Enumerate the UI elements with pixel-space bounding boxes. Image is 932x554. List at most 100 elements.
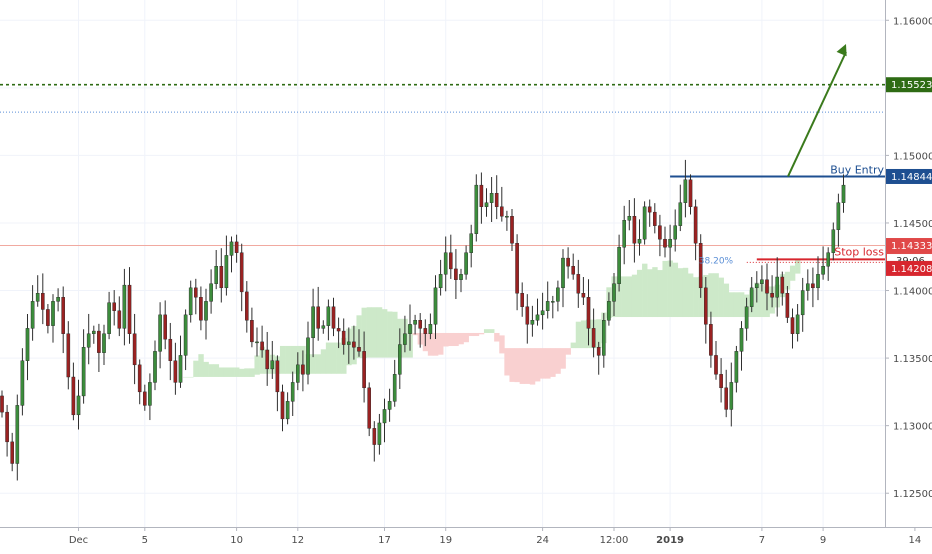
price-tick-label: 1.12500 [893, 489, 932, 500]
candle-body [414, 320, 417, 324]
candle-body [87, 334, 90, 348]
candle-body [628, 216, 631, 220]
candle-body [276, 361, 279, 392]
stop-loss-price-tag: 1.14208 [886, 261, 932, 276]
candle-body [582, 293, 585, 297]
target-price-tag: 1.15523 [886, 77, 932, 92]
cloud-segment [183, 377, 188, 378]
candle-body [266, 350, 269, 369]
candle-body [480, 185, 483, 207]
candle-body [255, 342, 258, 343]
cloud-segment [581, 320, 586, 348]
candle-body [393, 374, 396, 401]
candle-body [296, 365, 299, 383]
candle-body [138, 365, 141, 392]
time-tick-label: 9 [820, 535, 826, 546]
candle-body [82, 347, 85, 396]
candle-body [465, 253, 468, 275]
cloud-segment [627, 276, 632, 317]
candle-body [317, 307, 320, 329]
candle-body [714, 355, 717, 374]
candle-body [679, 203, 682, 226]
candle-body [281, 392, 284, 419]
candle-body [113, 303, 116, 311]
candle-body [225, 255, 228, 287]
cloud-segment [316, 354, 321, 374]
candle-body [612, 284, 615, 302]
candle-body [312, 307, 315, 338]
candle-body [368, 388, 371, 429]
cloud-segment [193, 361, 198, 377]
candle-body [704, 288, 707, 324]
candle-body [694, 207, 697, 243]
candle-body [199, 297, 202, 320]
buy-entry-price-tag-text: 1.14844 [891, 172, 932, 183]
candle-body [0, 396, 3, 412]
cloud-segment [448, 333, 453, 346]
candle-body [11, 442, 14, 464]
candle-body [210, 284, 213, 302]
cloud-segment [673, 263, 678, 317]
cloud-segment [249, 368, 254, 377]
cloud-segment [188, 377, 193, 378]
candle-body [235, 242, 238, 253]
cloud-segment [464, 333, 469, 342]
candle-body [21, 361, 24, 406]
cloud-segment [214, 364, 219, 377]
candle-body [118, 311, 121, 329]
price-tick-label: 1.14000 [893, 287, 932, 298]
candle-body [67, 334, 70, 377]
cloud-segment [683, 268, 688, 317]
candle-body [383, 409, 386, 423]
candle-body [842, 185, 845, 203]
candle-body [837, 203, 840, 230]
candle-body [592, 328, 595, 347]
candle-body [510, 216, 513, 243]
candle-body [373, 428, 376, 444]
candle-body [342, 331, 345, 345]
candle-body [587, 297, 590, 328]
candle-body [240, 253, 243, 292]
candle-body [108, 303, 111, 334]
candle-body [46, 309, 49, 325]
cloud-segment [729, 292, 734, 317]
candle-body [143, 392, 146, 406]
candle-body [41, 293, 44, 309]
cloud-segment [520, 348, 525, 384]
cloud-segment [443, 333, 448, 347]
cloud-segment [724, 284, 729, 317]
candle-body [689, 180, 692, 207]
time-tick-label: 24 [536, 535, 549, 546]
candle-body [286, 401, 289, 419]
candle-body [403, 334, 406, 345]
cloud-segment [382, 309, 387, 357]
cloud-segment [229, 367, 234, 376]
candle-body [250, 320, 253, 342]
cloud-segment [458, 333, 463, 344]
cloud-segment [326, 343, 331, 374]
candle-body [781, 277, 784, 293]
candle-body [735, 351, 738, 382]
candle-body [97, 331, 100, 353]
candle-body [551, 301, 554, 302]
cloud-segment [790, 266, 795, 281]
candle-body [638, 239, 641, 243]
candle-body [261, 342, 264, 350]
candle-body [572, 266, 575, 274]
cloud-segment [198, 354, 203, 377]
candle-body [561, 258, 564, 288]
candle-body [57, 297, 60, 301]
cloud-segment [652, 267, 657, 317]
current-price-tag-text: 1.14333 [891, 241, 932, 252]
candle-body [750, 288, 753, 307]
candle-body [567, 258, 570, 266]
candle-body [720, 374, 723, 388]
cloud-segment [555, 348, 560, 374]
candle-body [306, 338, 309, 374]
time-tick-label: 12 [291, 535, 304, 546]
candle-body [470, 234, 473, 253]
candle-body [801, 291, 804, 315]
cloud-segment [469, 333, 474, 336]
